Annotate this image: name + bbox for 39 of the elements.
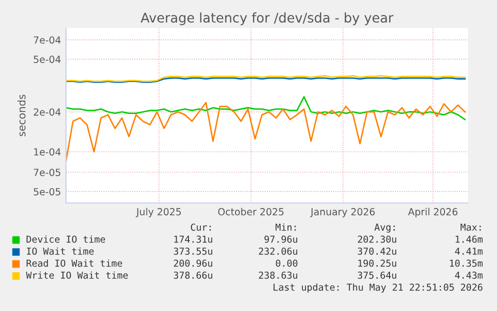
- text: 10.35m: [450, 260, 483, 267]
- text: 373.55u: [174, 248, 212, 255]
- text: 375.64u: [358, 272, 396, 279]
- x-tick-label: April 2026: [408, 208, 458, 218]
- text: 1.46m: [456, 236, 483, 243]
- text: 238.63u: [258, 272, 298, 279]
- text: Cur:: [190, 224, 211, 231]
- text: 378.66u: [174, 272, 212, 279]
- text: 174.31u: [174, 236, 212, 243]
- x-tick-label: October 2025: [218, 208, 284, 216]
- text: Min:: [276, 223, 296, 231]
- text: 202.30u: [358, 236, 396, 243]
- legend-label: Write IO Wait time: [26, 271, 128, 279]
- legend-label: Device IO time: [26, 235, 106, 243]
- y-tick-label: 7e-04: [34, 36, 61, 44]
- y-tick-label: 5e-04: [34, 56, 61, 64]
- text: 190.25u: [358, 260, 396, 267]
- y-tick-label: 7e-05: [34, 168, 60, 176]
- text: 232.06u: [258, 248, 298, 255]
- text: Max:: [460, 224, 481, 231]
- text: Last update: Thu May 21 22:51:05 2026: [274, 283, 482, 293]
- text: 0.00: [276, 260, 298, 267]
- text: Avg:: [374, 224, 395, 233]
- y-axis-title: seconds: [17, 94, 26, 136]
- text: 97.96u: [264, 236, 298, 243]
- legend-label: Read IO Wait time: [26, 259, 122, 267]
- line-series: [66, 96, 466, 120]
- text: 200.96u: [174, 260, 212, 267]
- legend-label: IO Wait time: [26, 247, 94, 255]
- x-tick-label: January 2026: [310, 208, 375, 218]
- text: 4.43m: [455, 272, 483, 279]
- text: 370.42u: [358, 248, 396, 255]
- y-tick-label: 1e-04: [34, 148, 61, 156]
- chart-title: Average latency for /dev/sda - by year: [140, 12, 394, 26]
- text: 4.41m: [455, 248, 483, 255]
- line-series: [66, 102, 466, 162]
- x-tick-label: July 2025: [136, 208, 181, 218]
- y-tick-label: 5e-05: [34, 188, 60, 196]
- y-tick-label: 2e-04: [34, 108, 61, 116]
